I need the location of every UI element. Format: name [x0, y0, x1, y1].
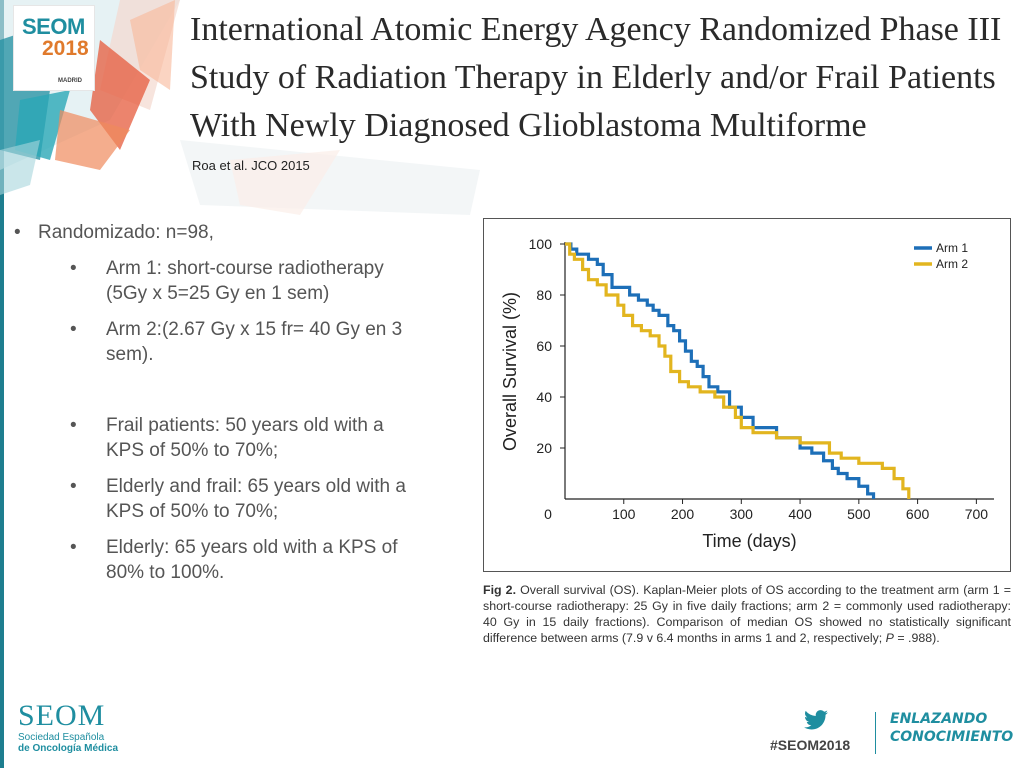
bullet-line: Frail patients: 50 years old with a [106, 415, 384, 436]
legend-label: Arm 2 [936, 257, 968, 271]
decorative-background [0, 0, 480, 215]
caption-p-label: P [885, 631, 894, 645]
footer-society-line2: de Oncología Médica [18, 743, 119, 754]
bullet-line: 80% to 100%. [106, 562, 225, 583]
footer-divider [875, 712, 876, 754]
x-tick-label: 100 [612, 506, 636, 522]
legend-label: Arm 1 [936, 241, 968, 255]
twitter-icon [804, 710, 828, 730]
seom-2018-logo: SEOM 2018 MADRID [14, 6, 94, 90]
bullet-line: (5Gy x 5=25 Gy en 1 sem) [106, 283, 330, 304]
title-line: With Newly Diagnosed Glioblastoma Multif… [190, 107, 867, 144]
bullet-line: Arm 1: short-course radiotherapy [106, 258, 384, 279]
footer-society-line1: Sociedad Española [18, 732, 105, 743]
y-tick-label: 80 [536, 287, 552, 303]
x-tick-label: 600 [906, 506, 930, 522]
figure-caption: Fig 2. Overall survival (OS). Kaplan-Mei… [483, 582, 1011, 646]
footer-seom-name: SEOM [18, 699, 106, 732]
km-figure-frame: 100 80 60 40 20 0 100 200 300 400 500 600 700 Time (d… [483, 218, 1011, 572]
title-line: International Atomic Energy Agency Rando… [190, 11, 1002, 48]
series-line-arm-1 [565, 242, 876, 499]
series-line-arm-2 [565, 242, 911, 499]
title-line: Study of Radiation Therapy in Elderly an… [190, 59, 996, 96]
caption-label: Fig 2. [483, 583, 517, 597]
slogan-line: CONOCIMIENTO [890, 729, 1014, 745]
slogan-line: ENLAZANDO [890, 711, 988, 727]
bullet-line: KPS of 50% to 70%; [106, 440, 279, 461]
x-axis-label: Time (days) [702, 531, 796, 551]
y-tick-label: 20 [536, 440, 552, 456]
bullet-line: Elderly and frail: 65 years old with a [106, 476, 406, 497]
seom-footer-logo: SEOM Sociedad Española de Oncología Médi… [18, 699, 119, 755]
caption-p-value: = .988). [893, 631, 940, 645]
slogan: ENLAZANDO CONOCIMIENTO [890, 710, 1013, 746]
x-tick-label: 200 [671, 506, 695, 522]
y-tick-label: 60 [536, 338, 552, 354]
y-tick-label: 100 [529, 236, 553, 252]
x-tick-label: 300 [730, 506, 754, 522]
citation: Roa et al. JCO 2015 [192, 158, 310, 173]
y-tick-label: 40 [536, 389, 552, 405]
bullet-line: Arm 2:(2.67 Gy x 15 fr= 40 Gy en 3 [106, 319, 403, 340]
main-bullet: • Randomizado: n=98, [14, 222, 214, 243]
y-axis-label: Overall Survival (%) [500, 292, 520, 451]
slide-title: International Atomic Energy Agency Rando… [190, 6, 1020, 150]
hashtag: #SEOM2018 [770, 737, 851, 753]
logo-city-text: MADRID [58, 78, 82, 84]
logo-seom-text: SEOM [22, 14, 85, 39]
caption-text: Overall survival (OS). Kaplan-Meier plot… [483, 583, 1011, 645]
left-edge-bar [0, 0, 4, 768]
logo-year-text: 2018 [42, 37, 89, 60]
x-tick-label: 0 [544, 506, 552, 522]
x-tick-label: 500 [847, 506, 871, 522]
main-bullet-text: Randomizado: n=98, [38, 222, 214, 243]
bullet-line: KPS of 50% to 70%; [106, 501, 279, 522]
bullet-line: sem). [106, 344, 154, 365]
x-tick-label: 400 [788, 506, 812, 522]
bullet-line: Elderly: 65 years old with a KPS of [106, 537, 398, 558]
x-tick-label: 700 [965, 506, 989, 522]
